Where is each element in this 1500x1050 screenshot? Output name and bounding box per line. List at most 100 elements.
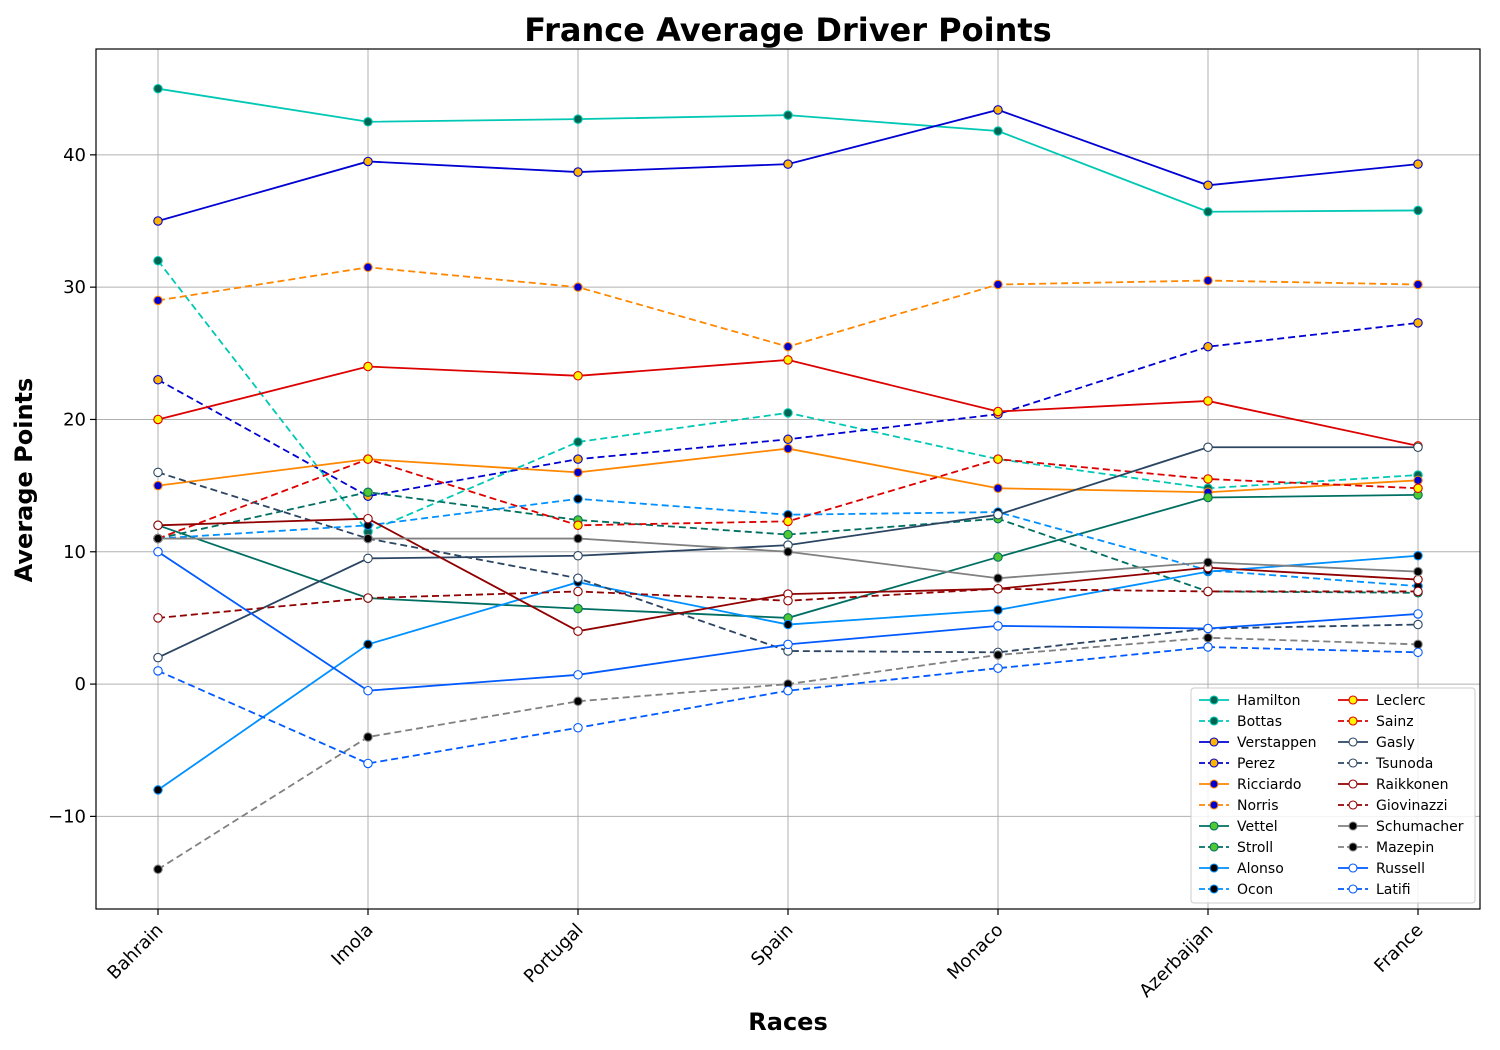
point-raikkonen-france bbox=[1413, 574, 1423, 585]
legend-label-hamilton: Hamilton bbox=[1237, 693, 1300, 709]
legend-marker-latifi bbox=[1348, 884, 1358, 894]
point-mazepin-azerbaijan bbox=[1203, 633, 1213, 643]
series-verstappen bbox=[153, 105, 1423, 226]
point-alonso-monaco bbox=[993, 605, 1003, 615]
point-latifi-france bbox=[1413, 647, 1423, 658]
series-lines bbox=[153, 83, 1423, 875]
point-latifi-spain bbox=[783, 685, 793, 696]
point-russell-spain bbox=[783, 639, 793, 650]
point-norris-imola bbox=[363, 262, 373, 273]
point-ricciardo-bahrain bbox=[153, 480, 163, 491]
point-leclerc-azerbaijan bbox=[1203, 396, 1213, 406]
legend-label-ocon: Ocon bbox=[1237, 882, 1273, 898]
point-norris-monaco bbox=[993, 279, 1003, 290]
point-mazepin-imola bbox=[363, 732, 373, 742]
legend-marker-stroll bbox=[1209, 842, 1219, 852]
point-sainz-azerbaijan bbox=[1203, 474, 1213, 484]
legend-label-bottas: Bottas bbox=[1237, 714, 1282, 730]
legend-entry-leclerc: Leclerc bbox=[1338, 693, 1426, 709]
point-hamilton-azerbaijan bbox=[1203, 206, 1213, 217]
point-verstappen-france bbox=[1413, 159, 1423, 169]
point-giovinazzi-monaco bbox=[993, 584, 1003, 594]
legend-marker-alonso bbox=[1209, 863, 1219, 873]
legend-entry-ocon: Ocon bbox=[1199, 882, 1273, 898]
point-alonso-spain bbox=[783, 619, 793, 630]
legend-label-russell: Russell bbox=[1376, 861, 1425, 877]
legend-entry-russell: Russell bbox=[1338, 861, 1425, 877]
point-tsunoda-portugal bbox=[573, 573, 583, 583]
legend-label-giovinazzi: Giovinazzi bbox=[1376, 798, 1448, 814]
legend-entry-bottas: Bottas bbox=[1199, 714, 1282, 730]
point-schumacher-imola bbox=[363, 533, 373, 544]
point-bottas-bahrain bbox=[153, 255, 163, 266]
x-tick-label-monaco: Monaco bbox=[943, 920, 1007, 984]
point-verstappen-imola bbox=[363, 156, 373, 167]
point-leclerc-imola bbox=[363, 361, 373, 372]
legend-entry-vettel: Vettel bbox=[1199, 819, 1278, 835]
point-bottas-spain bbox=[783, 408, 793, 418]
point-russell-monaco bbox=[993, 621, 1003, 631]
point-perez-bahrain bbox=[153, 375, 163, 385]
x-tick-label-portugal: Portugal bbox=[520, 920, 588, 988]
legend-entry-norris: Norris bbox=[1199, 798, 1279, 814]
legend-marker-verstappen bbox=[1209, 737, 1219, 747]
point-ricciardo-portugal bbox=[573, 467, 583, 478]
point-ricciardo-france bbox=[1413, 475, 1423, 486]
y-tick-label-10: 10 bbox=[63, 542, 86, 563]
legend-label-alonso: Alonso bbox=[1237, 861, 1284, 877]
point-russell-imola bbox=[363, 685, 373, 696]
legend-marker-leclerc bbox=[1348, 695, 1358, 705]
point-leclerc-portugal bbox=[573, 371, 583, 381]
y-tick-label-30: 30 bbox=[63, 277, 86, 298]
point-raikkonen-bahrain bbox=[153, 520, 163, 531]
point-schumacher-azerbaijan bbox=[1203, 557, 1213, 568]
point-schumacher-spain bbox=[783, 547, 793, 557]
x-tick-label-bahrain: Bahrain bbox=[103, 920, 167, 984]
legend: Hamilton Bottas Verstappen Perez Ricciardo No… bbox=[1190, 687, 1476, 904]
legend-label-sainz: Sainz bbox=[1376, 714, 1414, 730]
series-hamilton bbox=[153, 83, 1423, 217]
point-perez-azerbaijan bbox=[1203, 341, 1213, 352]
legend-marker-vettel bbox=[1209, 821, 1219, 831]
series-gasly bbox=[153, 442, 1423, 663]
legend-marker-norris bbox=[1209, 800, 1219, 810]
y-tick-label-0: 0 bbox=[75, 674, 86, 695]
legend-entry-giovinazzi: Giovinazzi bbox=[1338, 798, 1448, 814]
point-hamilton-imola bbox=[363, 117, 373, 127]
y-tick-label-40: 40 bbox=[63, 145, 86, 166]
point-ocon-portugal bbox=[573, 494, 583, 504]
legend-label-raikkonen: Raikkonen bbox=[1376, 777, 1449, 793]
legend-marker-bottas bbox=[1209, 716, 1219, 726]
point-latifi-monaco bbox=[993, 663, 1003, 673]
point-vettel-portugal bbox=[573, 603, 583, 614]
point-leclerc-spain bbox=[783, 355, 793, 365]
legend-marker-raikkonen bbox=[1348, 779, 1358, 789]
legend-label-gasly: Gasly bbox=[1376, 735, 1415, 751]
legend-box bbox=[1190, 687, 1476, 904]
legend-entry-raikkonen: Raikkonen bbox=[1338, 777, 1449, 793]
point-hamilton-bahrain bbox=[153, 83, 163, 94]
legend-entry-mazepin: Mazepin bbox=[1338, 840, 1434, 856]
legend-label-mazepin: Mazepin bbox=[1376, 840, 1434, 856]
point-stroll-spain bbox=[783, 529, 793, 540]
chart-title: France Average Driver Points bbox=[524, 11, 1051, 49]
legend-entry-ricciardo: Ricciardo bbox=[1199, 777, 1301, 793]
x-tick-label-france: France bbox=[1370, 920, 1427, 977]
series-latifi bbox=[153, 642, 1423, 769]
point-verstappen-monaco bbox=[993, 105, 1003, 115]
legend-label-vettel: Vettel bbox=[1237, 819, 1278, 835]
legend-marker-tsunoda bbox=[1348, 758, 1358, 768]
point-alonso-france bbox=[1413, 550, 1423, 561]
point-latifi-imola bbox=[363, 758, 373, 769]
point-sainz-imola bbox=[363, 454, 373, 464]
point-norris-portugal bbox=[573, 282, 583, 292]
legend-entry-stroll: Stroll bbox=[1199, 840, 1273, 856]
point-perez-france bbox=[1413, 318, 1423, 328]
point-vettel-azerbaijan bbox=[1203, 492, 1213, 503]
series-norris bbox=[153, 262, 1423, 352]
point-gasly-azerbaijan bbox=[1203, 442, 1213, 452]
series-schumacher bbox=[153, 533, 1423, 583]
point-verstappen-spain bbox=[783, 159, 793, 169]
point-giovinazzi-imola bbox=[363, 593, 373, 603]
point-tsunoda-bahrain bbox=[153, 467, 163, 478]
